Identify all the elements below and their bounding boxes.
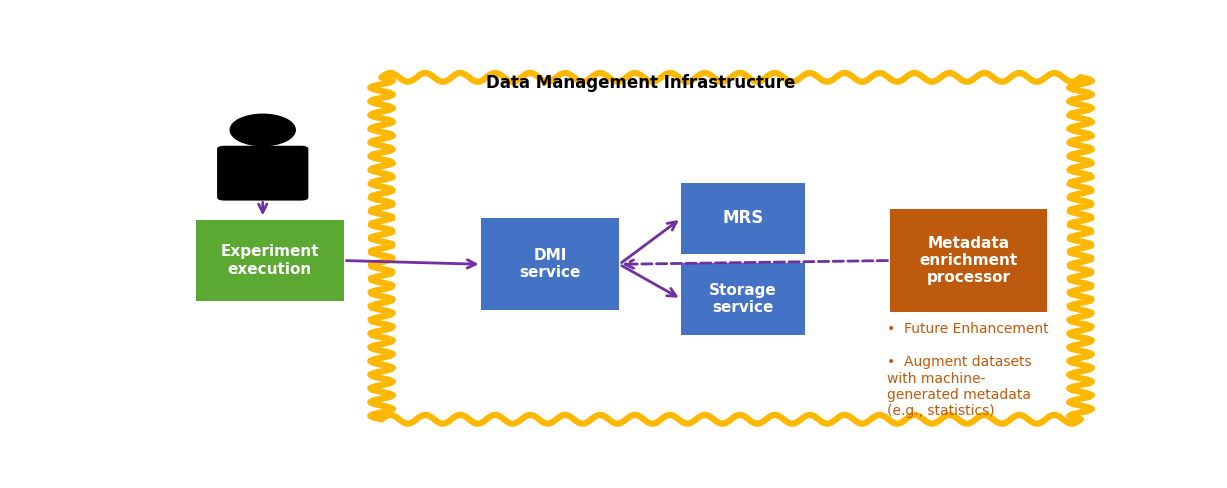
Text: •  Future Enhancement: • Future Enhancement bbox=[887, 322, 1049, 336]
Bar bbox=[196, 220, 344, 301]
Text: Data Management Infrastructure: Data Management Infrastructure bbox=[486, 74, 795, 92]
Text: DMI
service: DMI service bbox=[520, 248, 582, 281]
Text: •  Augment datasets
with machine-
generated metadata
(e.g., statistics): • Augment datasets with machine- generat… bbox=[887, 355, 1032, 418]
Text: Metadata
enrichment
processor: Metadata enrichment processor bbox=[920, 236, 1018, 285]
Text: MRS: MRS bbox=[723, 209, 763, 227]
Bar bbox=[681, 264, 805, 335]
Bar bbox=[481, 218, 620, 310]
FancyBboxPatch shape bbox=[217, 146, 308, 201]
Bar bbox=[891, 209, 1047, 312]
Ellipse shape bbox=[231, 114, 296, 145]
Text: Experiment
execution: Experiment execution bbox=[221, 244, 319, 277]
Bar bbox=[681, 183, 805, 254]
Text: Storage
service: Storage service bbox=[709, 283, 777, 315]
